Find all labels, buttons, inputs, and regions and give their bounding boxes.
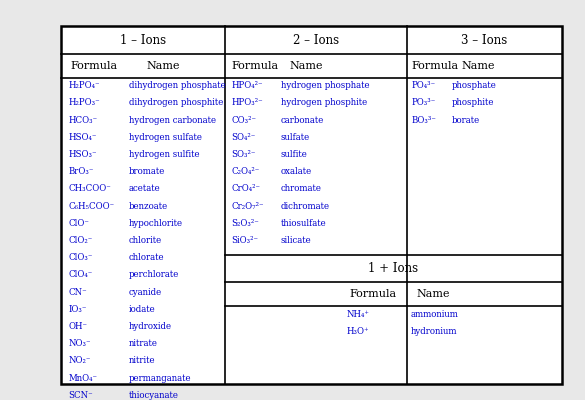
Text: bromate: bromate <box>129 167 165 176</box>
Text: Name: Name <box>146 61 180 71</box>
Text: sulfate: sulfate <box>281 133 310 142</box>
Text: OH⁻: OH⁻ <box>68 322 87 331</box>
Text: NH₄⁺: NH₄⁺ <box>346 310 370 318</box>
Text: carbonate: carbonate <box>281 116 324 125</box>
Text: nitrite: nitrite <box>129 356 156 366</box>
Text: CH₃COO⁻: CH₃COO⁻ <box>68 184 111 194</box>
Text: nitrate: nitrate <box>129 339 158 348</box>
Text: Name: Name <box>417 289 450 299</box>
Text: HCO₃⁻: HCO₃⁻ <box>68 116 98 125</box>
Text: CN⁻: CN⁻ <box>68 288 87 297</box>
Text: chromate: chromate <box>281 184 322 194</box>
Text: SO₃²⁻: SO₃²⁻ <box>231 150 256 159</box>
Text: hydroxide: hydroxide <box>129 322 172 331</box>
Text: BO₃³⁻: BO₃³⁻ <box>411 116 436 125</box>
Text: H₂PO₃⁻: H₂PO₃⁻ <box>68 98 100 108</box>
Text: PO₃³⁻: PO₃³⁻ <box>411 98 435 108</box>
FancyBboxPatch shape <box>61 26 562 384</box>
Text: oxalate: oxalate <box>281 167 312 176</box>
Text: phosphate: phosphate <box>452 81 497 90</box>
Text: SCN⁻: SCN⁻ <box>68 391 93 400</box>
Text: dihydrogen phosphite: dihydrogen phosphite <box>129 98 223 108</box>
Text: H₃O⁺: H₃O⁺ <box>346 327 369 336</box>
Text: silicate: silicate <box>281 236 312 245</box>
Text: sulfite: sulfite <box>281 150 308 159</box>
Text: hydrogen carbonate: hydrogen carbonate <box>129 116 216 125</box>
Text: thiocyanate: thiocyanate <box>129 391 178 400</box>
Text: CrO₄²⁻: CrO₄²⁻ <box>231 184 260 194</box>
Text: MnO₄⁻: MnO₄⁻ <box>68 374 98 382</box>
Text: HPO₃²⁻: HPO₃²⁻ <box>231 98 263 108</box>
Text: cyanide: cyanide <box>129 288 162 297</box>
Text: Formula: Formula <box>70 61 118 71</box>
Text: hypochlorite: hypochlorite <box>129 219 183 228</box>
Text: 2 – Ions: 2 – Ions <box>293 34 339 46</box>
Text: benzoate: benzoate <box>129 202 168 210</box>
Text: C₂O₄²⁻: C₂O₄²⁻ <box>231 167 259 176</box>
Text: perchlorate: perchlorate <box>129 270 179 279</box>
Text: hydrogen sulfate: hydrogen sulfate <box>129 133 202 142</box>
Text: ammonium: ammonium <box>411 310 459 318</box>
Text: borate: borate <box>452 116 480 125</box>
Text: SiO₃²⁻: SiO₃²⁻ <box>231 236 258 245</box>
Text: ClO₄⁻: ClO₄⁻ <box>68 270 92 279</box>
Text: ClO₃⁻: ClO₃⁻ <box>68 253 93 262</box>
Text: hydrogen sulfite: hydrogen sulfite <box>129 150 199 159</box>
Text: Name: Name <box>290 61 323 71</box>
Text: ClO⁻: ClO⁻ <box>68 219 90 228</box>
Text: permanganate: permanganate <box>129 374 191 382</box>
Text: chlorite: chlorite <box>129 236 162 245</box>
Text: hydrogen phosphite: hydrogen phosphite <box>281 98 367 108</box>
Text: NO₂⁻: NO₂⁻ <box>68 356 91 366</box>
Text: IO₃⁻: IO₃⁻ <box>68 305 87 314</box>
Text: hydrogen phosphate: hydrogen phosphate <box>281 81 369 90</box>
Text: chlorate: chlorate <box>129 253 164 262</box>
Text: acetate: acetate <box>129 184 160 194</box>
Text: 1 – Ions: 1 – Ions <box>121 34 166 46</box>
Text: Formula: Formula <box>411 61 459 71</box>
Text: S₂O₃²⁻: S₂O₃²⁻ <box>231 219 259 228</box>
Text: H₂PO₄⁻: H₂PO₄⁻ <box>68 81 100 90</box>
Text: hydronium: hydronium <box>411 327 457 336</box>
Text: dichromate: dichromate <box>281 202 330 210</box>
Text: NO₃⁻: NO₃⁻ <box>68 339 91 348</box>
Text: Formula: Formula <box>231 61 278 71</box>
Text: phosphite: phosphite <box>452 98 495 108</box>
Text: SO₄²⁻: SO₄²⁻ <box>231 133 255 142</box>
Text: 3 – Ions: 3 – Ions <box>461 34 507 46</box>
Text: thiosulfate: thiosulfate <box>281 219 326 228</box>
Text: PO₄³⁻: PO₄³⁻ <box>411 81 435 90</box>
Text: HSO₃⁻: HSO₃⁻ <box>68 150 97 159</box>
Text: HSO₄⁻: HSO₄⁻ <box>68 133 97 142</box>
Text: Name: Name <box>461 61 494 71</box>
Text: C₆H₅COO⁻: C₆H₅COO⁻ <box>68 202 115 210</box>
Text: 1 + Ions: 1 + Ions <box>369 262 418 275</box>
Text: BrO₃⁻: BrO₃⁻ <box>68 167 94 176</box>
Text: ClO₂⁻: ClO₂⁻ <box>68 236 92 245</box>
Text: CO₃²⁻: CO₃²⁻ <box>231 116 256 125</box>
Text: HPO₄²⁻: HPO₄²⁻ <box>231 81 263 90</box>
Text: Formula: Formula <box>350 289 397 299</box>
Text: Cr₂O₇²⁻: Cr₂O₇²⁻ <box>231 202 264 210</box>
Text: iodate: iodate <box>129 305 156 314</box>
Text: dihydrogen phosphate: dihydrogen phosphate <box>129 81 225 90</box>
